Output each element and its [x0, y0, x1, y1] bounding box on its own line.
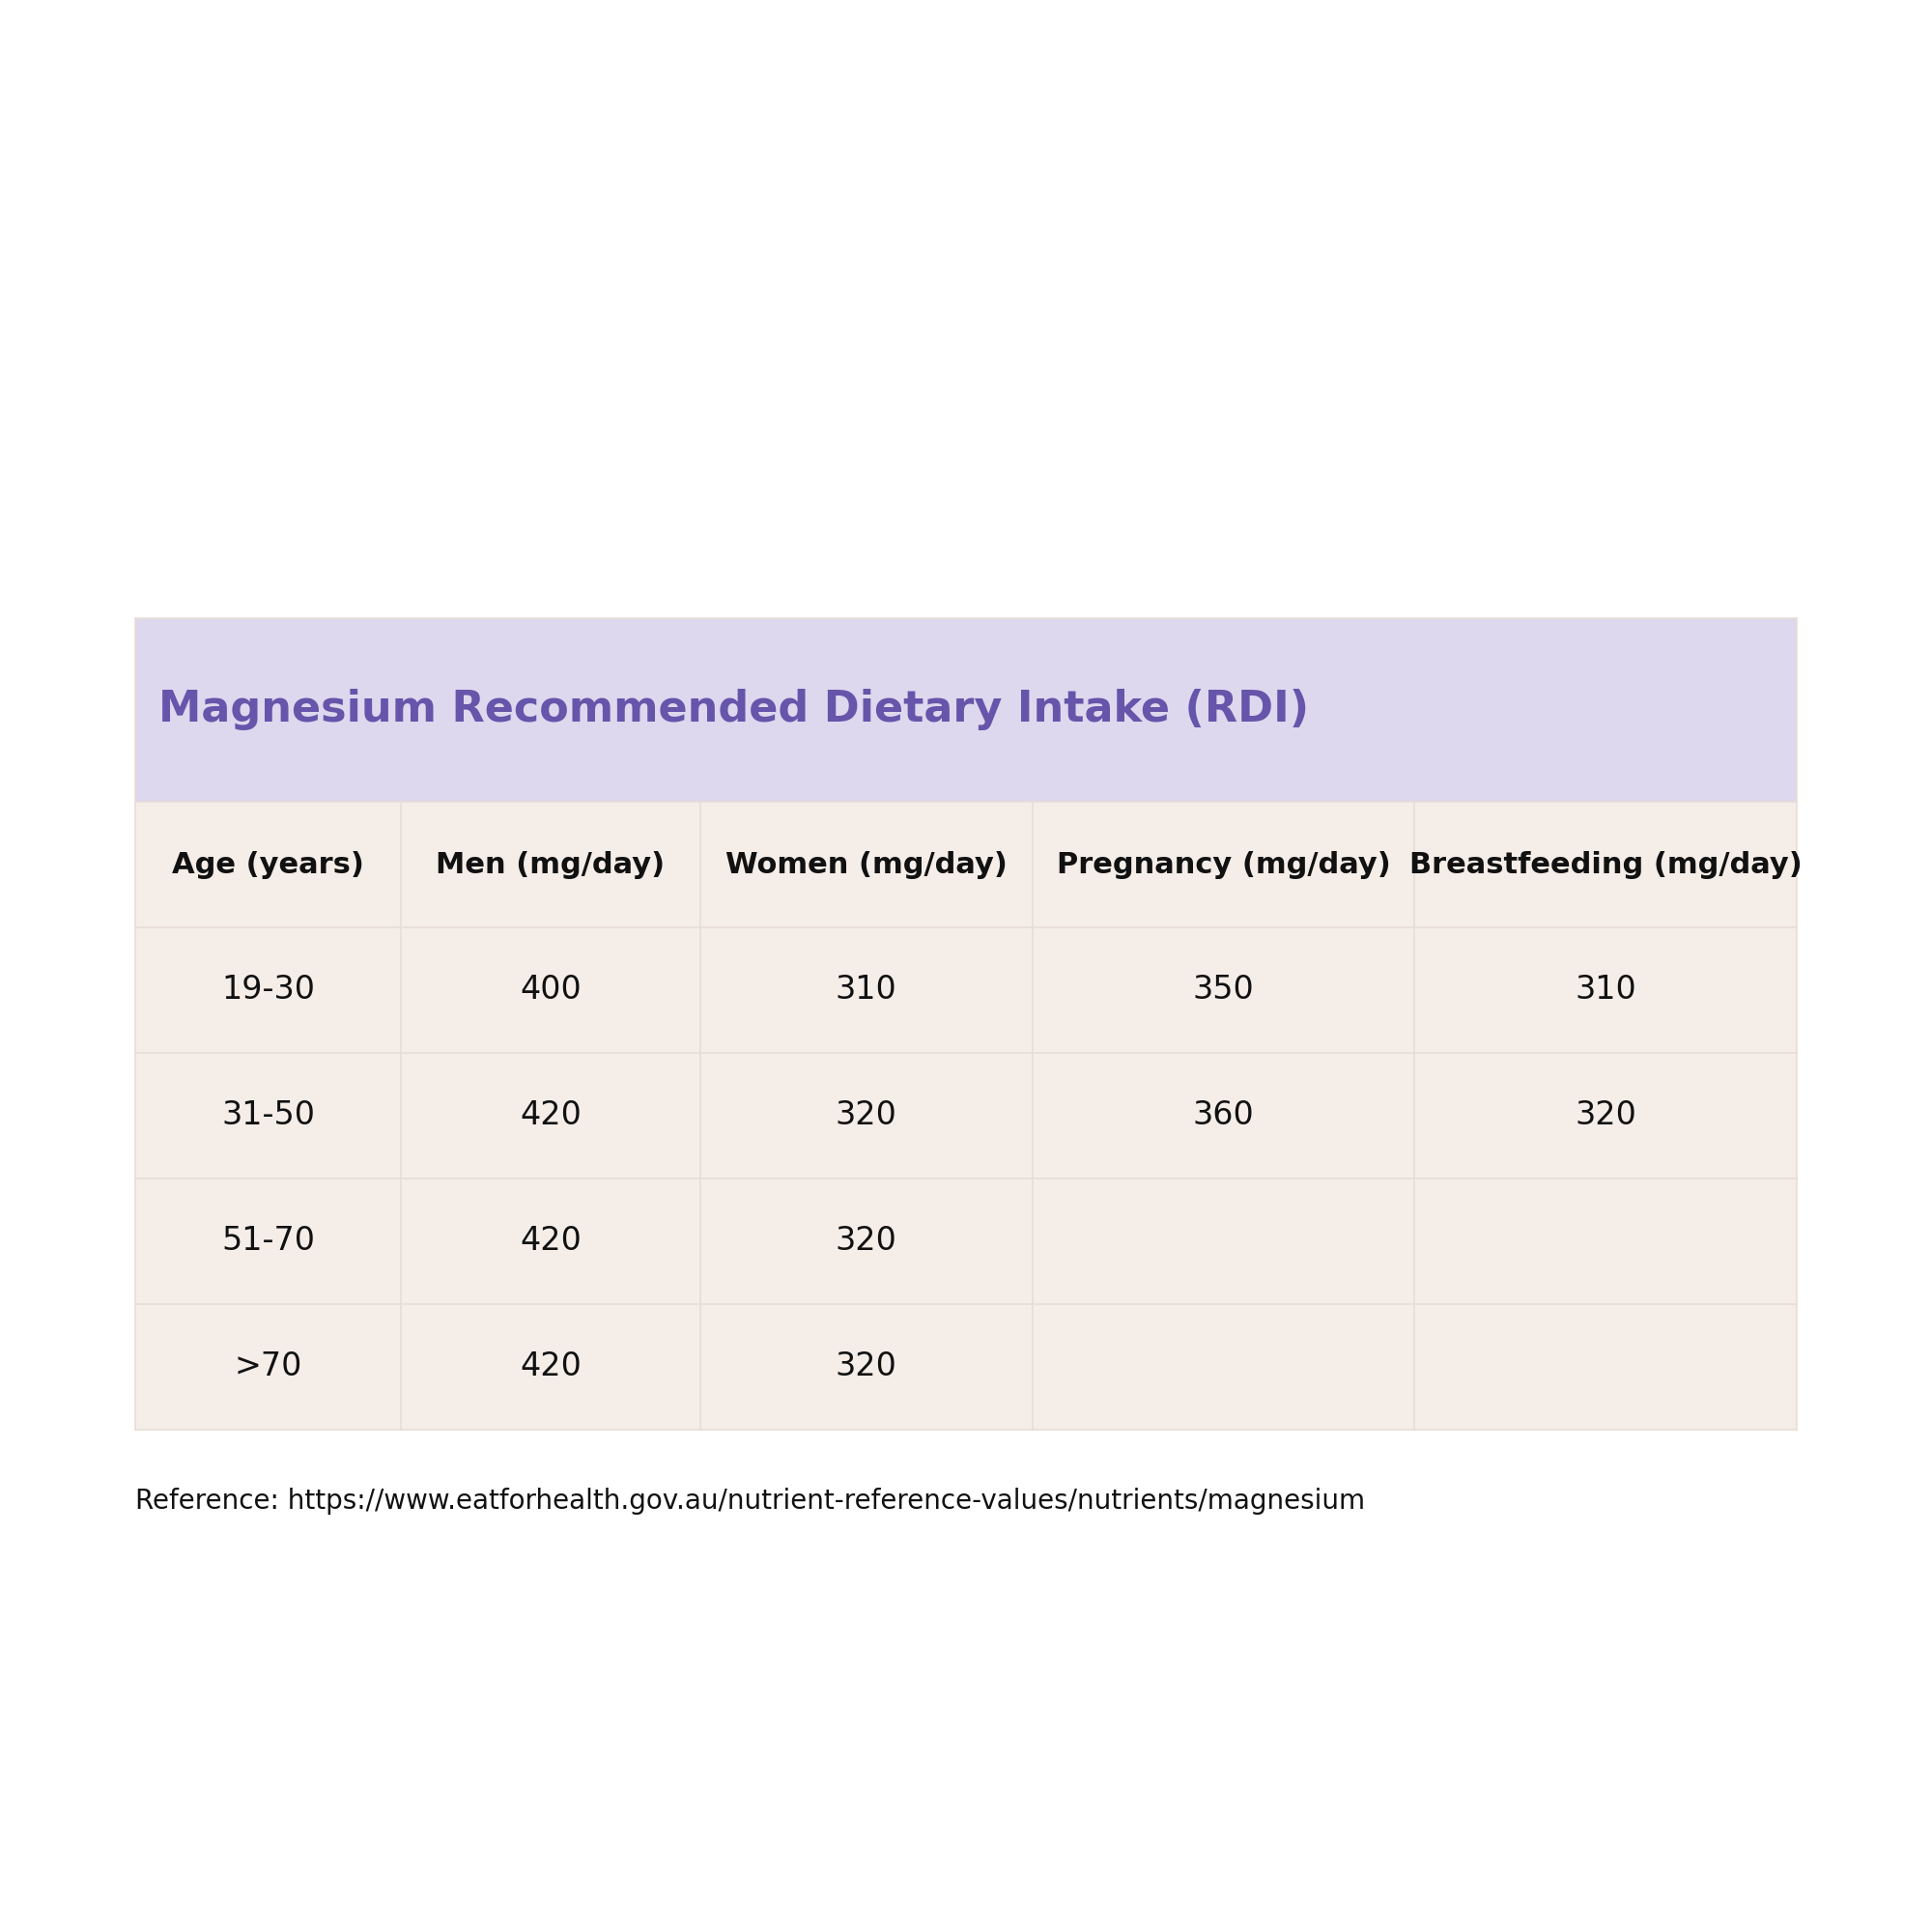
Text: 19-30: 19-30 [222, 974, 315, 1007]
Text: 31-50: 31-50 [222, 1099, 315, 1132]
Text: 400: 400 [520, 974, 582, 1007]
Text: 350: 350 [1192, 974, 1254, 1007]
Text: Men (mg/day): Men (mg/day) [437, 850, 665, 879]
Text: Magnesium Recommended Dietary Intake (RDI): Magnesium Recommended Dietary Intake (RD… [158, 690, 1310, 730]
Text: Breastfeeding (mg/day): Breastfeeding (mg/day) [1408, 850, 1803, 879]
Text: 320: 320 [835, 1225, 896, 1258]
Bar [135, 802, 1797, 927]
Text: 51-70: 51-70 [222, 1225, 315, 1258]
Text: 420: 420 [520, 1350, 582, 1383]
Text: 420: 420 [520, 1099, 582, 1132]
Text: 320: 320 [835, 1350, 896, 1383]
Bar [135, 1179, 1797, 1304]
Text: 310: 310 [835, 974, 896, 1007]
Text: Reference: https://www.eatforhealth.gov.au/nutrient-reference-values/nutrients/m: Reference: https://www.eatforhealth.gov.… [135, 1488, 1366, 1515]
Text: Age (years): Age (years) [172, 850, 365, 879]
Text: 420: 420 [520, 1225, 582, 1258]
Text: Pregnancy (mg/day): Pregnancy (mg/day) [1057, 850, 1391, 879]
Text: 320: 320 [835, 1099, 896, 1132]
Bar [135, 618, 1797, 802]
Text: 320: 320 [1575, 1099, 1636, 1132]
Text: >70: >70 [234, 1350, 301, 1383]
Text: 360: 360 [1192, 1099, 1254, 1132]
Text: 310: 310 [1575, 974, 1636, 1007]
Bar [135, 1304, 1797, 1430]
Text: Women (mg/day): Women (mg/day) [724, 850, 1007, 879]
Bar [135, 927, 1797, 1053]
Bar [135, 1053, 1797, 1179]
